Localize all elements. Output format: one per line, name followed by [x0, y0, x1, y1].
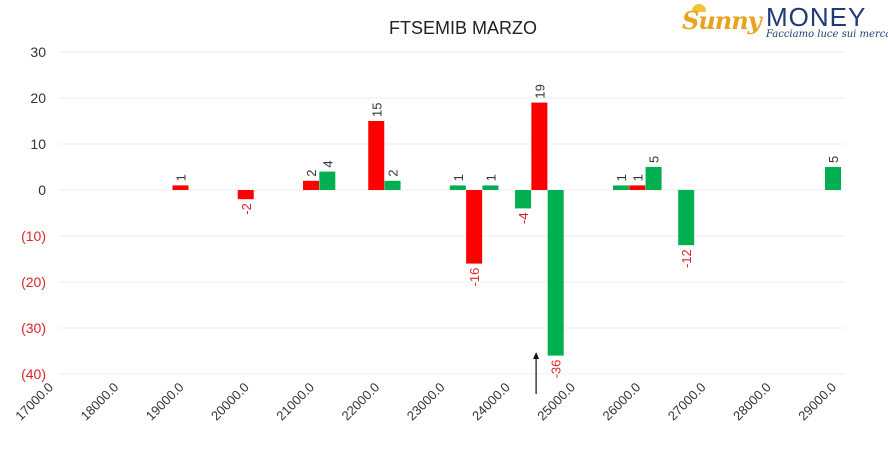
x-tick-label: 28000.0	[730, 380, 774, 424]
data-label: -36	[549, 360, 564, 379]
chart-title: FTSEMIB MARZO	[389, 18, 537, 38]
data-label: -4	[516, 212, 531, 224]
bar	[645, 167, 662, 190]
bar	[449, 185, 466, 190]
bar	[612, 185, 629, 190]
bar	[384, 180, 401, 190]
y-tick-label: (10)	[21, 228, 46, 244]
data-label: 1	[614, 174, 629, 181]
data-label: 5	[826, 156, 841, 163]
data-label: -16	[467, 268, 482, 287]
x-tick-label: 18000.0	[78, 380, 122, 424]
x-tick-label: 29000.0	[795, 380, 839, 424]
data-label: 1	[174, 174, 189, 181]
bar	[629, 185, 646, 190]
x-tick-label: 24000.0	[469, 380, 513, 424]
data-label: 4	[320, 160, 335, 167]
x-axis: 17000.0 18000.0 19000.0 20000.0 21000.0 22000…	[12, 380, 839, 424]
data-label: 15	[369, 103, 384, 117]
data-label: 19	[532, 84, 547, 98]
x-tick-label: 22000.0	[339, 380, 383, 424]
bar	[515, 190, 532, 209]
bar	[368, 121, 385, 190]
bar	[825, 167, 841, 190]
bar	[482, 185, 499, 190]
y-tick-label: (40)	[21, 366, 46, 382]
arrow-head	[533, 352, 540, 359]
x-tick-label: 27000.0	[665, 380, 709, 424]
bar	[303, 180, 319, 190]
x-tick-label: 20000.0	[208, 380, 252, 424]
x-tick-label: 25000.0	[534, 380, 578, 424]
x-tick-label: 26000.0	[600, 380, 644, 424]
logo-tagline: Facciamo luce sui mercati	[766, 29, 888, 40]
data-label: 2	[304, 170, 319, 177]
y-tick-label: 0	[38, 182, 46, 198]
y-tick-label: 20	[30, 90, 46, 106]
logo-money-text: MONEY	[766, 2, 867, 32]
bar	[531, 102, 548, 190]
y-tick-label: (30)	[21, 320, 46, 336]
bar	[547, 190, 564, 356]
annotations	[533, 352, 540, 394]
x-tick-label: 17000.0	[12, 380, 56, 424]
y-tick-label: 10	[30, 136, 46, 152]
data-label: 1	[483, 174, 498, 181]
bar	[172, 185, 189, 190]
bar	[466, 190, 483, 264]
data-label: 1	[630, 174, 645, 181]
sunny-money-logo: Sunny MONEY Facciamo luce sui mercati	[682, 2, 888, 42]
data-label: -12	[679, 249, 694, 268]
gridlines	[60, 51, 845, 375]
y-axis: 30 20 10 0 (10) (20) (30) (40)	[21, 44, 46, 382]
x-tick-label: 21000.0	[273, 380, 317, 424]
x-tick-label: 19000.0	[143, 380, 187, 424]
data-label: 1	[451, 174, 466, 181]
y-tick-label: 30	[30, 44, 46, 60]
data-label: 2	[386, 170, 401, 177]
bars	[172, 102, 841, 356]
data-label: -2	[239, 203, 254, 215]
bar	[237, 190, 254, 200]
sun-icon	[692, 4, 706, 12]
logo-sunny-text: Sunny	[682, 6, 762, 35]
bar	[319, 171, 336, 190]
x-tick-label: 23000.0	[404, 380, 448, 424]
y-tick-label: (20)	[21, 274, 46, 290]
bar	[678, 190, 695, 246]
data-label: 5	[647, 156, 662, 163]
